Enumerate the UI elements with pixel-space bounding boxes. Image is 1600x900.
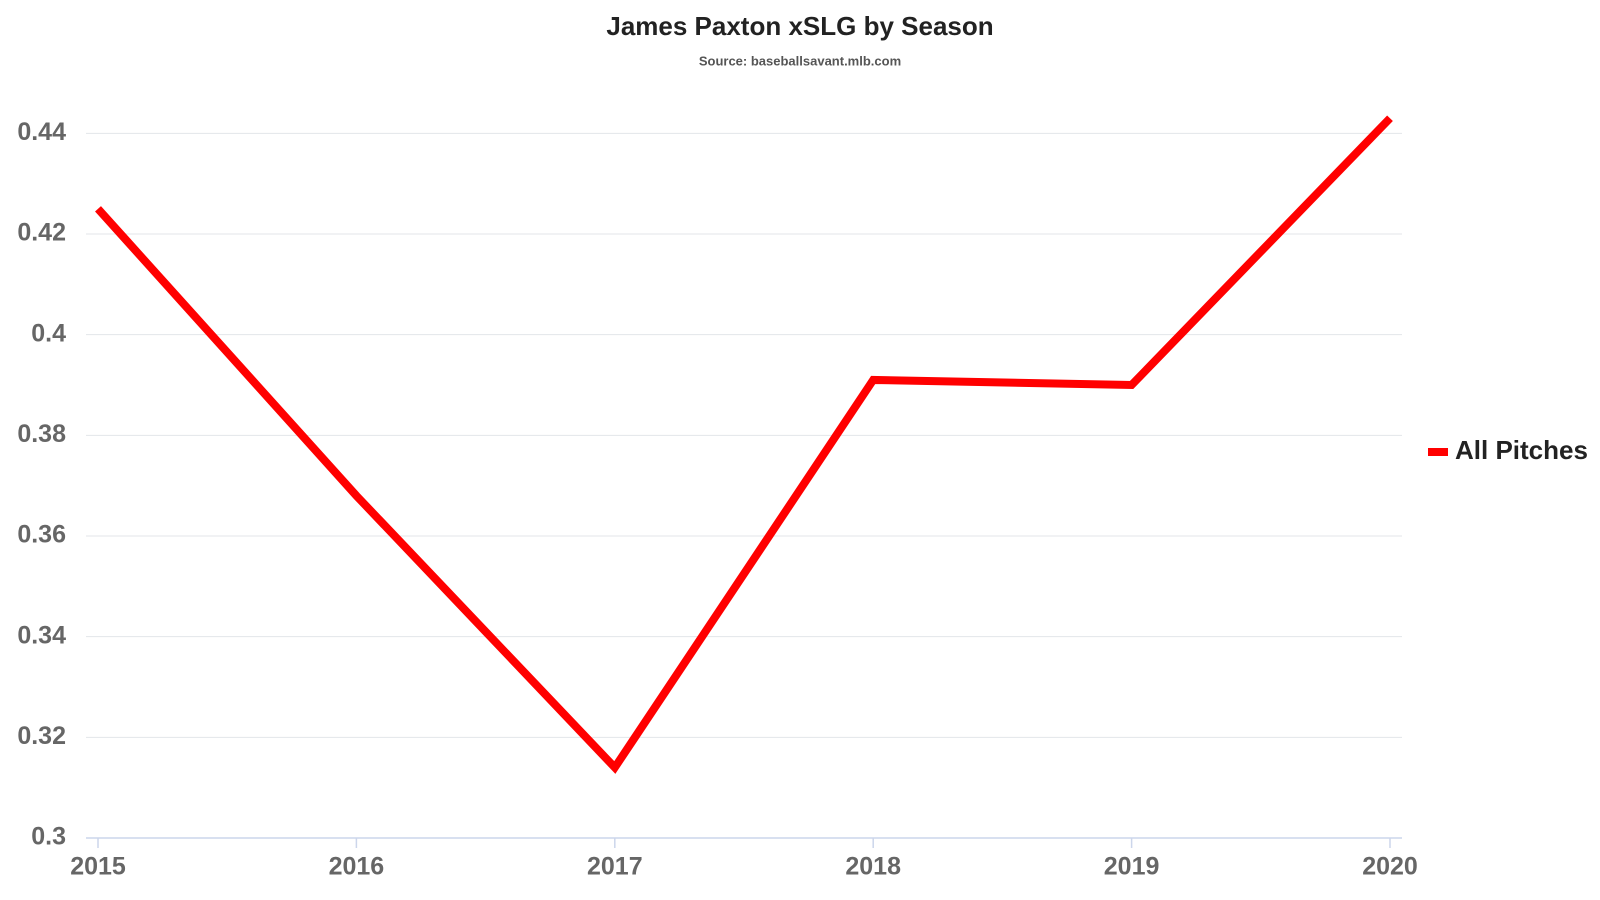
y-tick-label: 0.38 (17, 420, 66, 448)
y-tick-label: 0.32 (17, 722, 66, 750)
x-tick-label: 2015 (70, 853, 126, 881)
line-series (95, 115, 1393, 774)
x-tick-label: 2019 (1104, 853, 1160, 881)
x-tick-label: 2018 (845, 853, 901, 881)
chart-title: James Paxton xSLG by Season (606, 11, 993, 41)
y-tick-label: 0.42 (17, 219, 66, 247)
y-tick-label: 0.3 (31, 823, 66, 851)
legend-label: All Pitches (1455, 435, 1588, 465)
y-tick-label: 0.44 (17, 118, 66, 146)
y-tick-label: 0.4 (31, 319, 66, 347)
y-tick-label: 0.34 (17, 621, 66, 649)
x-tick-label: 2017 (587, 853, 643, 881)
x-tick-label: 2016 (329, 853, 385, 881)
x-tick-label: 2020 (1362, 853, 1418, 881)
y-tick-label: 0.36 (17, 521, 66, 549)
chart-subtitle: Source: baseballsavant.mlb.com (699, 53, 901, 68)
legend-swatch (1428, 448, 1448, 456)
